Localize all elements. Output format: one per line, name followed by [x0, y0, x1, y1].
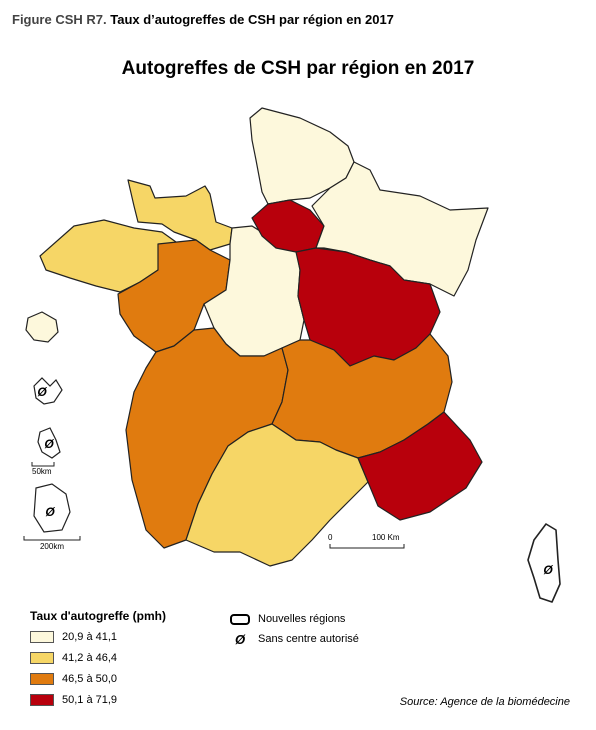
inset-scale-large-label: 200km	[40, 542, 64, 551]
inset-scale-small-label: 50km	[32, 467, 52, 476]
figure-caption: Figure CSH R7. Taux d’autogreffes de CSH…	[12, 12, 394, 27]
inset-guyane	[33, 483, 71, 533]
inset-scale-large	[23, 536, 81, 541]
map-title: Autogreffes de CSH par région en 2017	[121, 58, 475, 79]
main-scale-end: 100 Km	[372, 533, 400, 542]
legend-no-center: Ø Sans centre autorisé	[230, 631, 359, 647]
region-corse	[527, 523, 561, 603]
inset-la-reunion	[25, 311, 59, 343]
inset-scale-small	[31, 462, 55, 467]
legend-no-center-label: Sans centre autorisé	[258, 633, 359, 645]
inset-martinique	[37, 427, 61, 459]
no-center-symbol: Ø	[234, 631, 246, 647]
legend-swatch-3	[30, 673, 54, 685]
figure-caption-text: Taux d’autogreffes de CSH par région en …	[110, 12, 394, 27]
legend-item-1: 20,9 à 41,1	[30, 629, 117, 645]
source-note: Source: Agence de la biomédecine	[399, 696, 570, 708]
legend-label-3: 46,5 à 50,0	[62, 673, 118, 685]
main-scale-start: 0	[328, 533, 333, 542]
main-scale-bar	[329, 544, 405, 549]
legend-swatch-4	[30, 694, 54, 706]
legend-item-4: 50,1 à 71,9	[30, 692, 117, 708]
no-center-symbol-guyane: Ø	[45, 505, 55, 519]
region-provence-alpes-cote-d-azur	[357, 411, 483, 521]
legend-regions-label: Nouvelles régions	[258, 613, 346, 625]
figure-number: Figure CSH R7.	[12, 12, 107, 27]
no-center-symbol-guadeloupe: Ø	[37, 385, 47, 399]
legend-item-2: 41,2 à 46,4	[30, 650, 117, 666]
legend-swatch-1	[30, 631, 54, 643]
legend-regions: Nouvelles régions	[230, 611, 345, 627]
legend-label-1: 20,9 à 41,1	[62, 631, 118, 643]
legend-label-2: 41,2 à 46,4	[62, 652, 118, 664]
legend-label-4: 50,1 à 71,9	[62, 694, 118, 706]
legend-swatch-2	[30, 652, 54, 664]
legend-title: Taux d'autogreffe (pmh)	[30, 609, 166, 623]
no-center-symbol-corse: Ø	[543, 563, 553, 577]
inset-guadeloupe	[33, 377, 63, 405]
legend-item-3: 46,5 à 50,0	[30, 671, 117, 687]
region-outline-swatch	[230, 613, 250, 625]
overseas-insets	[25, 311, 71, 533]
no-center-symbol-martinique: Ø	[44, 437, 54, 451]
